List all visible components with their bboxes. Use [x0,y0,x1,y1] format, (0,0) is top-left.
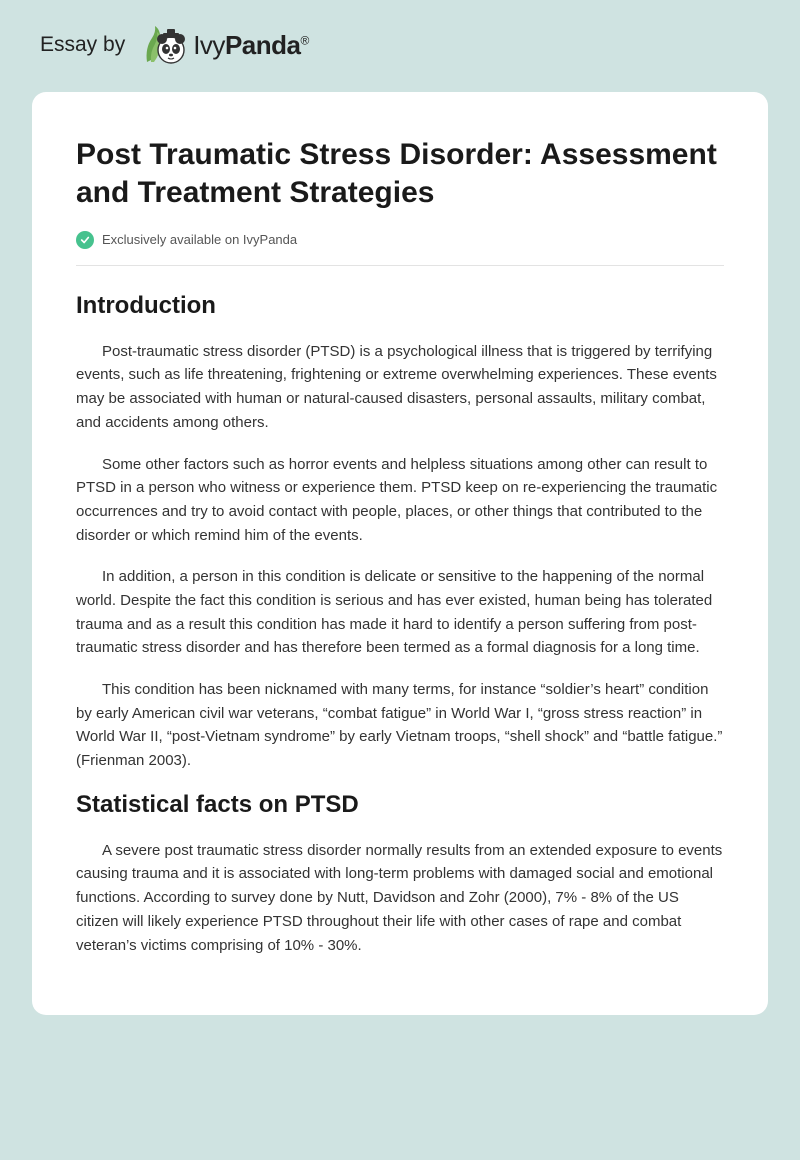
document-card: Post Traumatic Stress Disorder: Assessme… [32,92,768,1015]
essay-by-label: Essay by [40,33,125,57]
document-title: Post Traumatic Stress Disorder: Assessme… [76,136,724,213]
availability-badge: Exclusively available on IvyPanda [76,231,724,266]
body-paragraph: In addition, a person in this condition … [76,565,724,660]
registered-mark: ® [300,33,308,47]
brand-part-b: Panda [225,30,301,60]
section-heading: Introduction [76,292,724,320]
brand-logo: IvyPanda® [141,22,309,68]
availability-text: Exclusively available on IvyPanda [102,232,297,247]
document-body: Introduction Post-traumatic stress disord… [76,292,724,957]
body-paragraph: A severe post traumatic stress disorder … [76,839,724,957]
body-paragraph: Post-traumatic stress disorder (PTSD) is… [76,340,724,435]
page-header: Essay by IvyPanda® [0,0,800,82]
section-heading: Statistical facts on PTSD [76,791,724,819]
panda-leaf-icon [141,22,187,68]
body-paragraph: This condition has been nicknamed with m… [76,678,724,773]
brand-name: IvyPanda® [193,30,309,61]
brand-part-a: Ivy [193,30,225,60]
check-icon [76,231,94,249]
body-paragraph: Some other factors such as horror events… [76,453,724,548]
